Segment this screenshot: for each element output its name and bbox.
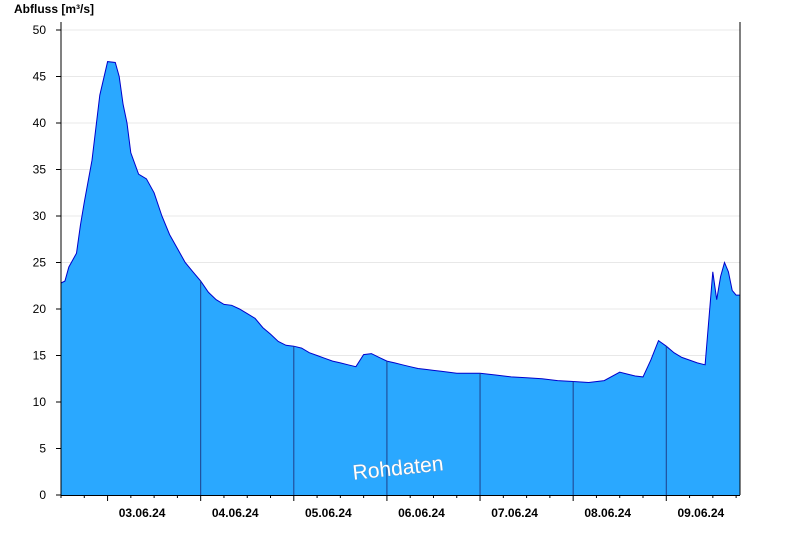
y-tick-label: 5: [39, 442, 46, 456]
y-tick-label: 10: [33, 395, 47, 409]
y-tick-labels: 0 5 10 15 20 25 30 35 40 45 50: [33, 23, 47, 502]
x-tick-labels: 03.06.24 04.06.24 05.06.24 06.06.24 07.06.24…: [119, 506, 725, 520]
x-tick-label: 09.06.24: [677, 506, 724, 520]
y-tick-label: 50: [33, 23, 47, 37]
x-tick-label: 05.06.24: [305, 506, 352, 520]
y-tick-label: 25: [33, 256, 47, 270]
y-tick-label: 30: [33, 209, 47, 223]
axes: [56, 22, 741, 501]
y-tick-label: 45: [33, 70, 47, 84]
y-axis-label: Abfluss [m³/s]: [14, 2, 94, 16]
x-tick-label: 07.06.24: [491, 506, 538, 520]
y-tick-label: 15: [33, 349, 47, 363]
x-tick-label: 03.06.24: [119, 506, 166, 520]
discharge-line: [60, 61, 740, 384]
x-tick-label: 06.06.24: [398, 506, 445, 520]
x-tick-label: 04.06.24: [212, 506, 259, 520]
x-tick-label: 08.06.24: [584, 506, 631, 520]
discharge-area: [61, 61, 740, 495]
y-tick-label: 0: [39, 488, 46, 502]
y-tick-label: 40: [33, 116, 47, 130]
day-separators: [200, 281, 667, 495]
y-tick-label: 35: [33, 163, 47, 177]
y-tick-label: 20: [33, 302, 47, 316]
